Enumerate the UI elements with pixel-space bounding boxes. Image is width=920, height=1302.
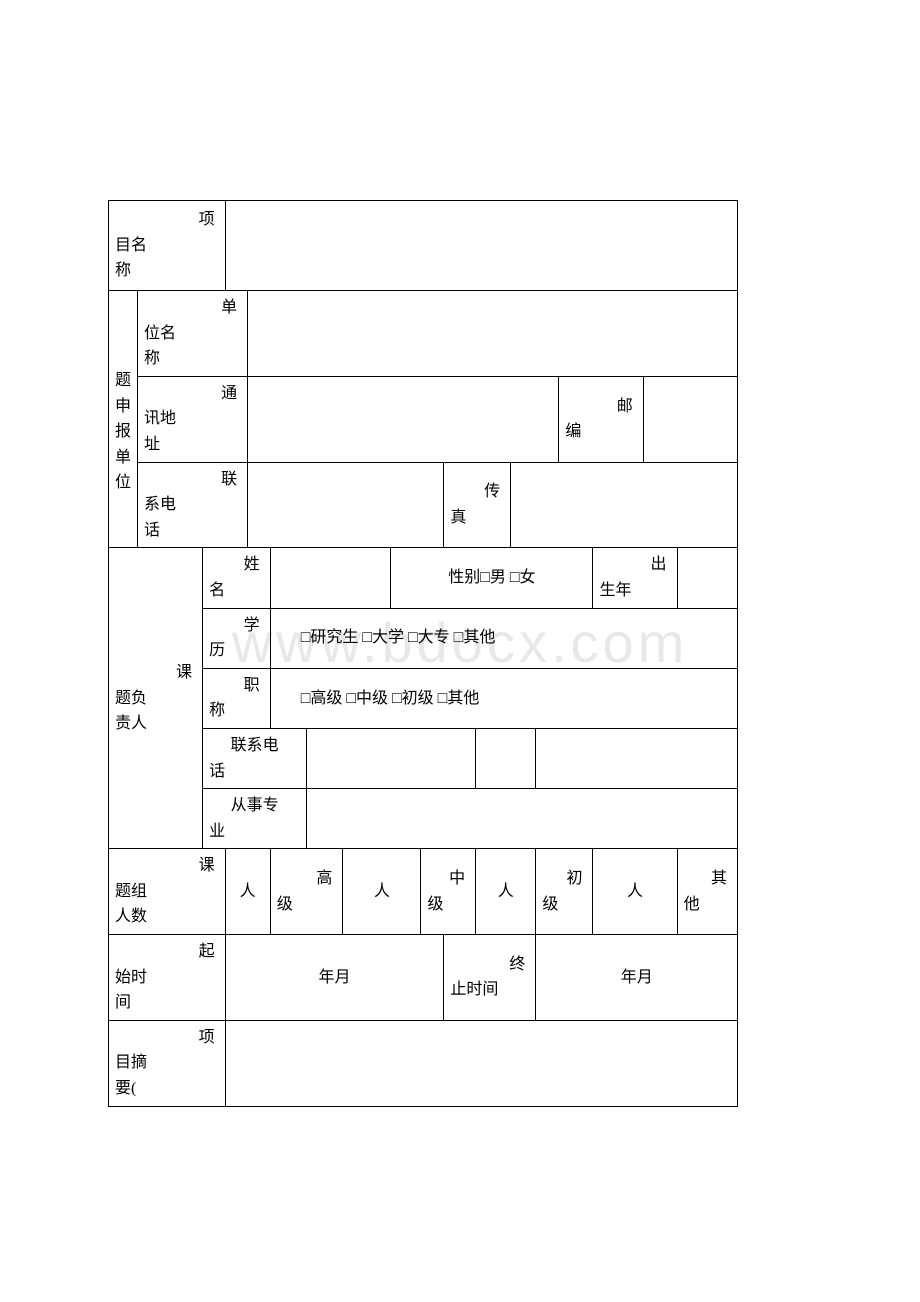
label-group-count: 课 题组人数	[109, 849, 226, 935]
field-group-total: 人	[225, 849, 270, 935]
field-postcode	[643, 376, 737, 462]
field-name	[270, 548, 391, 608]
field-senior-count: 人	[343, 849, 421, 935]
label-title: 职 称	[203, 668, 271, 728]
label-postcode: 邮 编	[559, 376, 643, 462]
field-phone	[248, 462, 444, 548]
label-fax: 传 真	[444, 462, 511, 548]
label-project-leader: 课 题负责人	[109, 548, 203, 849]
label-name: 姓 名	[203, 548, 271, 608]
field-fax	[511, 462, 738, 548]
field-address	[248, 376, 559, 462]
label-junior: 初 级	[536, 849, 593, 935]
label-senior: 高 级	[270, 849, 343, 935]
field-unit-name	[248, 291, 738, 377]
field-contact-phone-2	[476, 728, 536, 788]
label-birth-year: 出 生年	[593, 548, 677, 608]
label-other: 其 他	[677, 849, 737, 935]
label-start-time: 起 始时间	[109, 935, 226, 1021]
label-abstract: 项 目摘要(	[109, 1020, 226, 1106]
main-table: 项 目名称 题申报单位 单 位名称 通 讯地址 邮 编	[108, 200, 738, 1107]
field-birth-year	[677, 548, 737, 608]
label-end-time: 终 止时间	[444, 935, 536, 1021]
field-project-name	[225, 201, 737, 291]
label-mid: 中 级	[421, 849, 476, 935]
field-junior-count: 人	[593, 849, 677, 935]
label-address: 通 讯地址	[138, 376, 248, 462]
label-project-name: 项 目名称	[109, 201, 226, 291]
form-container: 项 目名称 题申报单位 单 位名称 通 讯地址 邮 编	[108, 200, 738, 1107]
field-start-time: 年月	[225, 935, 444, 1021]
field-profession	[307, 789, 738, 849]
field-end-time: 年月	[536, 935, 738, 1021]
label-profession: 从事专 业	[203, 789, 307, 849]
field-mid-count: 人	[476, 849, 536, 935]
label-phone: 联 系电话	[138, 462, 248, 548]
field-contact-phone-3	[536, 728, 738, 788]
label-unit-name: 单 位名称	[138, 291, 248, 377]
field-abstract	[225, 1020, 737, 1106]
field-gender: 性别□男 □女	[391, 548, 593, 608]
label-contact-phone: 联系电 话	[203, 728, 307, 788]
field-education: □研究生 □大学 □大专 □其他	[270, 608, 737, 668]
label-reporting-unit: 题申报单位	[109, 291, 138, 548]
field-title: □高级 □中级 □初级 □其他	[270, 668, 737, 728]
label-education: 学 历	[203, 608, 271, 668]
field-contact-phone-1	[307, 728, 476, 788]
